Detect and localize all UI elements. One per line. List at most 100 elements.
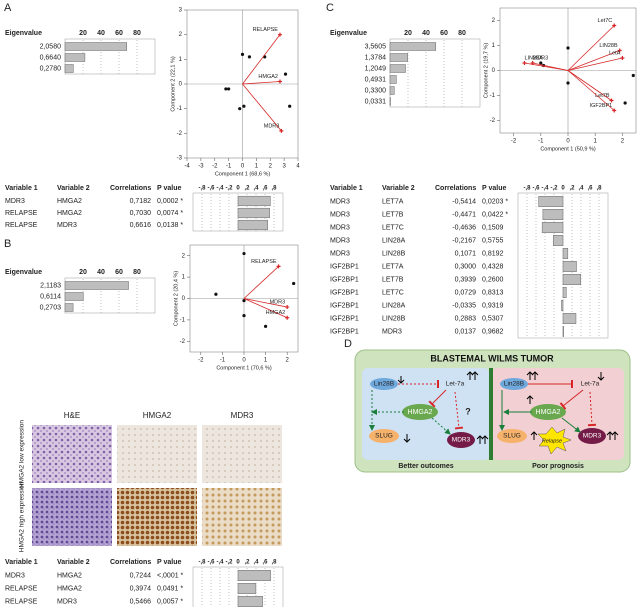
corr-bar [552, 235, 564, 246]
correlation: 0,1071 [455, 250, 477, 257]
correlation: 0,6616 [130, 222, 152, 229]
node-slug: SLUG [503, 433, 521, 440]
y-tick-label: 1 [492, 43, 496, 49]
column-header: P value [157, 185, 181, 192]
loading-label: MDR3 [533, 55, 549, 61]
score-point [242, 299, 246, 303]
eigen-tick-label: 40 [422, 30, 430, 37]
corr-tick-label: ,2 [244, 186, 250, 192]
eigenvalue: 0,2780 [40, 65, 62, 72]
p-value: <,0001 * [157, 572, 184, 579]
variable-2: LET7B [382, 276, 404, 283]
x-tick-label: 2 [269, 164, 273, 170]
variable-2: MDR3 [57, 222, 77, 229]
corr-bar [562, 274, 581, 285]
eigen-bar [64, 303, 74, 312]
corr-tick-label: -,6 [207, 186, 215, 192]
eigen-tick-label: 80 [133, 30, 141, 37]
y-tick-label: 0 [492, 68, 496, 74]
p-value: 0,0203 * [482, 198, 508, 205]
eigenvalue: 0,4931 [365, 76, 387, 83]
p-value: 0,5755 [482, 237, 504, 244]
eigenvalue: 0,6114 [40, 293, 61, 300]
loading-vector [243, 298, 288, 308]
column-header: Correlations [110, 185, 151, 192]
corr-bar [541, 222, 564, 233]
y-tick-label: -2 [177, 131, 183, 137]
x-tick-label: 1 [255, 164, 259, 170]
eigen-tick-label: 40 [97, 269, 105, 276]
corr-bar [561, 300, 564, 311]
eigen-tick-label: 60 [440, 30, 448, 37]
correlation: 0,2883 [455, 315, 477, 322]
x-tick-label: 2 [286, 358, 290, 364]
y-tick-label: 1 [182, 275, 186, 281]
y-tick-label: -1 [180, 317, 186, 323]
variable-2: MDR3 [57, 598, 77, 605]
y-tick-label: -1 [490, 93, 496, 99]
y-axis-label: Component 2 (22,1 %) [170, 56, 176, 112]
variable-1: IGF2BP1 [330, 289, 359, 296]
eigen-tick-label: 80 [458, 30, 466, 37]
score-point [242, 104, 246, 108]
y-tick-label: -2 [490, 118, 496, 124]
correlation: 0,3939 [455, 276, 477, 283]
eigen-tick-label: 60 [115, 269, 123, 276]
variable-1: RELAPSE [5, 210, 38, 217]
loading-vector [567, 57, 623, 71]
corr-tick-label: ,4 [253, 560, 259, 566]
correlation: 0,7030 [130, 210, 152, 217]
corr-tick-label: 0 [236, 560, 240, 566]
variable-1: RELAPSE [5, 585, 38, 592]
y-tick-label: 0 [179, 82, 183, 88]
corr-tick-label: 0 [236, 186, 240, 192]
corr-tick-label: -,6 [532, 186, 540, 192]
variable-2: HMGA2 [57, 210, 82, 217]
corr-bar [237, 207, 270, 219]
score-point [227, 87, 231, 91]
loading-marker [612, 23, 617, 28]
p-value: 0,0491 * [157, 585, 183, 592]
p-value: 0,9682 [482, 328, 504, 335]
histology-images [32, 425, 282, 546]
eigen-tick-label: 20 [79, 269, 87, 276]
y-axis-label: Component 2 (19,7 %) [483, 43, 489, 99]
score-point [631, 73, 635, 78]
score-point [264, 324, 268, 328]
corr-bar [237, 219, 269, 231]
y-tick-label: -3 [177, 156, 183, 162]
variable-2: HMGA2 [57, 198, 82, 205]
corr-tick-label: ,6 [262, 560, 268, 566]
loading-marker [285, 305, 290, 310]
correlation: 0,7244 [130, 572, 152, 579]
eigen-bar [64, 53, 86, 62]
loading-vector [242, 83, 282, 132]
corr-bar [538, 196, 564, 207]
variable-2: LIN28A [382, 237, 406, 244]
correlation: 0,5466 [130, 598, 152, 605]
variable-2: LIN28B [382, 250, 406, 257]
loading-marker [279, 128, 284, 133]
corr-bar [562, 326, 564, 337]
eigen-tick-label: 60 [115, 30, 123, 37]
x-tick-label: -4 [184, 164, 190, 170]
column-header: Variable 2 [382, 185, 415, 192]
variable-1: IGF2BP1 [330, 276, 359, 283]
panel-label: D [344, 338, 352, 350]
histology-column: MDR3 [231, 411, 254, 420]
diagram-title: BLASTEMAL WILMS TUMOR [430, 353, 554, 363]
x-tick-label: 0 [241, 164, 245, 170]
loading-label: IGF2BP1 [590, 103, 613, 109]
node-lin28b: Lin28B [374, 381, 394, 388]
p-value: 0,5307 [482, 315, 504, 322]
panel-label: C [326, 2, 334, 14]
corr-bar [562, 287, 567, 298]
corr-bar [542, 209, 564, 220]
loading-label: Let7C [598, 18, 613, 24]
x-tick-label: 0 [242, 358, 246, 364]
x-tick-label: -2 [198, 358, 204, 364]
p-value: 0,2600 [482, 276, 504, 283]
corr-tick-label: -,4 [541, 186, 549, 192]
loading-marker [612, 108, 617, 113]
column-header: Correlations [110, 559, 151, 566]
